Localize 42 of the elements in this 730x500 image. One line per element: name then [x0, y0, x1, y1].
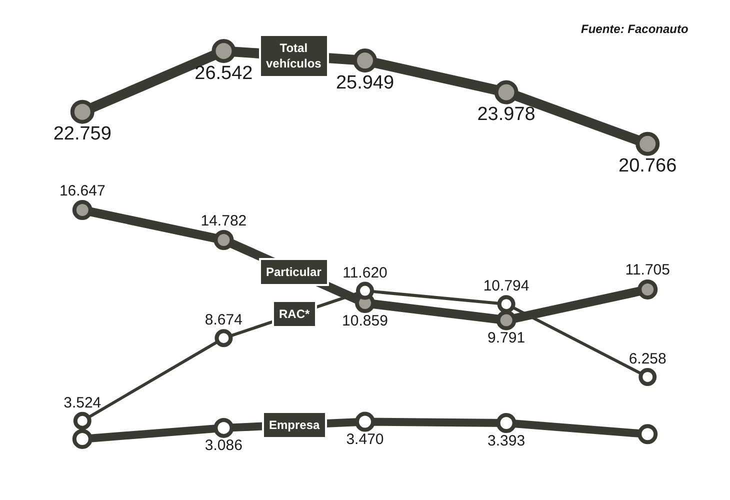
data-label: 20.766: [618, 156, 677, 177]
data-label: 11.705: [625, 262, 670, 279]
data-label: 11.620: [342, 264, 388, 282]
data-label: 8.674: [204, 312, 242, 329]
point: [494, 80, 518, 104]
data-label: 6.258: [628, 350, 666, 368]
data-label: 10.794: [483, 278, 530, 295]
data-label: 3.086: [204, 437, 242, 454]
series-label: RAC*: [279, 307, 310, 321]
data-label: 25.949: [336, 72, 394, 94]
series-label: Total vehículos: [266, 41, 322, 71]
point: [496, 413, 516, 434]
data-label: 26.542: [194, 62, 253, 84]
data-label: 9.791: [488, 329, 526, 346]
point: [73, 412, 92, 430]
point: [212, 39, 236, 64]
series-label: Empresa: [269, 418, 320, 432]
point: [214, 418, 234, 438]
data-label: 3.524: [64, 394, 102, 412]
point: [638, 279, 658, 300]
point: [214, 230, 234, 250]
point: [356, 282, 374, 300]
series-label: Particular: [266, 265, 322, 279]
source-note: Fuente: Faconauto: [581, 22, 688, 36]
data-label: 23.978: [477, 104, 536, 125]
data-label: 3.470: [346, 431, 384, 448]
point: [638, 424, 658, 444]
point: [355, 412, 375, 432]
data-label: 3.393: [488, 432, 526, 450]
data-label: 16.647: [59, 182, 106, 200]
point: [496, 310, 516, 330]
point: [72, 200, 92, 220]
point: [636, 132, 660, 156]
data-label: 22.759: [53, 124, 112, 145]
data-label: 10.859: [342, 312, 388, 330]
point: [497, 295, 516, 314]
point: [638, 368, 657, 386]
point: [214, 329, 233, 348]
data-label: 14.782: [200, 212, 247, 230]
point: [70, 100, 94, 124]
point: [72, 428, 92, 449]
point: [353, 48, 377, 73]
